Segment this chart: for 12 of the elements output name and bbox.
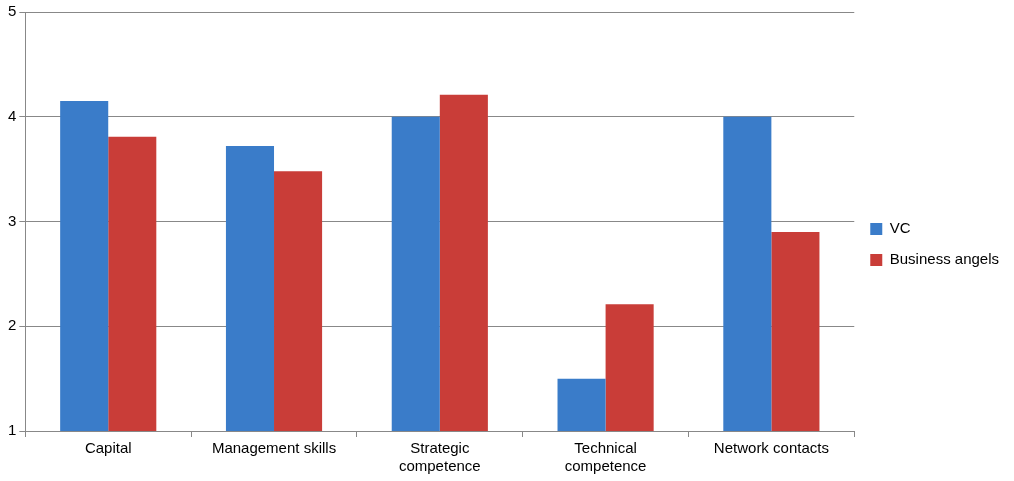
- y-tick-label: 3: [8, 211, 17, 229]
- y-tick-label: 5: [8, 2, 17, 20]
- x-tick-label: Capital: [84, 439, 132, 457]
- x-tick-label: Network contacts: [713, 439, 829, 457]
- x-tick-label: Technical competence: [564, 439, 647, 475]
- legend-label: Business angels: [889, 250, 999, 268]
- x-tick-label: Strategic competence: [398, 439, 481, 475]
- y-tick-label: 2: [8, 316, 17, 334]
- y-tick-label: 4: [8, 106, 17, 124]
- x-tick-label: Management skills: [211, 439, 337, 457]
- y-tick-label: 1: [8, 421, 17, 439]
- legend-label: VC: [889, 219, 911, 237]
